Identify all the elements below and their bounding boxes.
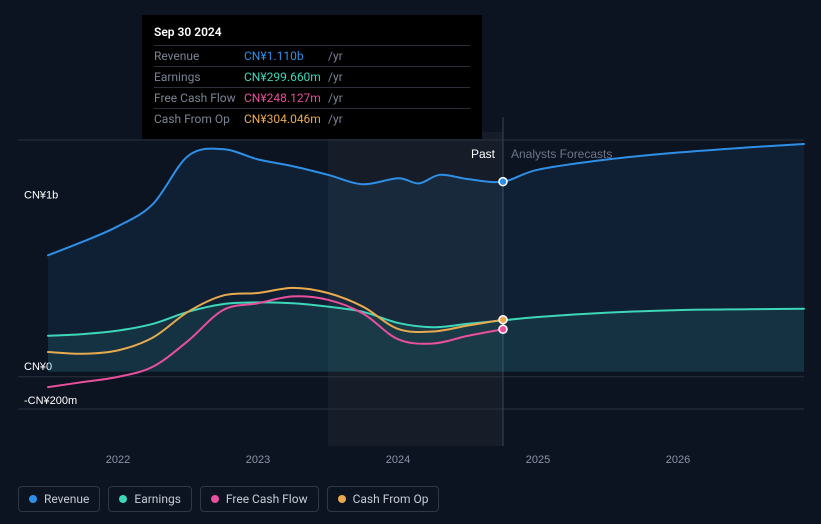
legend-label: Earnings: [134, 492, 181, 506]
legend-label: Revenue: [44, 492, 89, 506]
tooltip-value: CN¥299.660m: [244, 70, 324, 84]
chart-container: Sep 30 2024 Revenue CN¥1.110b /yr Earnin…: [0, 0, 821, 524]
legend-dot: [29, 495, 37, 503]
legend-label: Cash From Op: [353, 492, 429, 506]
svg-text:CN¥1b: CN¥1b: [24, 190, 58, 202]
tooltip-unit: /yr: [328, 49, 343, 63]
tooltip-unit: /yr: [328, 91, 343, 105]
tooltip-row-earnings: Earnings CN¥299.660m /yr: [154, 66, 470, 87]
tooltip-label: Free Cash Flow: [154, 91, 244, 105]
svg-text:Analysts Forecasts: Analysts Forecasts: [511, 147, 612, 161]
svg-text:2023: 2023: [246, 454, 270, 466]
svg-text:Past: Past: [471, 147, 496, 161]
svg-text:2026: 2026: [666, 454, 690, 466]
tooltip-row-fcf: Free Cash Flow CN¥248.127m /yr: [154, 87, 470, 108]
tooltip-date: Sep 30 2024: [154, 25, 470, 45]
legend: Revenue Earnings Free Cash Flow Cash Fro…: [18, 486, 439, 512]
tooltip-box: Sep 30 2024 Revenue CN¥1.110b /yr Earnin…: [142, 15, 482, 139]
tooltip-value: CN¥304.046m: [244, 112, 324, 126]
legend-item-fcf[interactable]: Free Cash Flow: [200, 486, 319, 512]
tooltip-unit: /yr: [328, 112, 343, 126]
tooltip-row-cfo: Cash From Op CN¥304.046m /yr: [154, 108, 470, 129]
tooltip-label: Cash From Op: [154, 112, 244, 126]
svg-text:2025: 2025: [526, 454, 550, 466]
svg-text:CN¥0: CN¥0: [24, 361, 52, 373]
tooltip-value: CN¥248.127m: [244, 91, 324, 105]
legend-label: Free Cash Flow: [226, 492, 308, 506]
legend-item-revenue[interactable]: Revenue: [18, 486, 100, 512]
legend-dot: [338, 495, 346, 503]
legend-dot: [211, 495, 219, 503]
tooltip-label: Revenue: [154, 49, 244, 63]
legend-item-earnings[interactable]: Earnings: [108, 486, 192, 512]
legend-dot: [119, 495, 127, 503]
legend-item-cfo[interactable]: Cash From Op: [327, 486, 440, 512]
tooltip-row-revenue: Revenue CN¥1.110b /yr: [154, 45, 470, 66]
svg-text:2024: 2024: [386, 454, 410, 466]
tooltip-value: CN¥1.110b: [244, 49, 324, 63]
tooltip-label: Earnings: [154, 70, 244, 84]
svg-text:2022: 2022: [106, 454, 130, 466]
svg-text:-CN¥200m: -CN¥200m: [24, 395, 77, 407]
tooltip-unit: /yr: [328, 70, 343, 84]
